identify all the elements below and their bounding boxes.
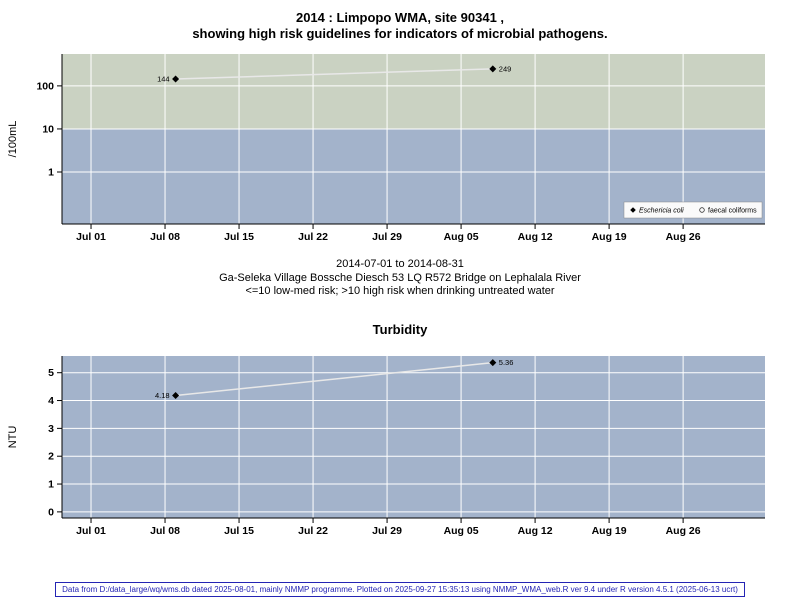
x-tick-label: Aug 05 — [444, 231, 479, 243]
chart-caption: 2014-07-01 to 2014-08-31 Ga-Seleka Villa… — [0, 258, 800, 299]
x-tick-label: Aug 12 — [518, 231, 553, 243]
legend-marker-open-circle — [699, 207, 705, 213]
panel-band — [62, 54, 765, 129]
y-tick-label: 10 — [42, 123, 54, 135]
x-tick-label: Jul 08 — [150, 525, 180, 537]
y-tick-label: 3 — [48, 423, 54, 435]
y-tick-label: 5 — [48, 367, 54, 379]
y-tick-label: 1 — [48, 167, 54, 179]
microbial-pathogens-chart: Jul 01 Jul 08 Jul 15 Jul 22 Jul 29 Aug 05 Aug … — [7, 54, 765, 243]
y-tick-label: 0 — [48, 506, 54, 518]
turbidity-chart: Jul 01 Jul 08 Jul 15 Jul 22 Jul 29 Aug 05 Aug … — [7, 356, 765, 537]
caption-date-range: 2014-07-01 to 2014-08-31 — [336, 258, 464, 270]
y-axis-title: /100mL — [7, 121, 19, 158]
x-tick-label: Aug 19 — [592, 525, 627, 537]
legend-item-label: Eschericia coli — [639, 208, 684, 215]
y-tick-label: 100 — [36, 80, 54, 92]
data-point-marker — [489, 359, 497, 367]
x-tick-label: Jul 08 — [150, 231, 180, 243]
turbidity-title: Turbidity — [372, 322, 428, 337]
caption-site-description: Ga-Seleka Village Bossche Diesch 53 LQ R… — [219, 271, 581, 284]
data-point-marker — [172, 75, 180, 83]
chart-title-line2: showing high risk guidelines for indicat… — [192, 26, 608, 41]
data-point-label: 144 — [157, 75, 170, 84]
x-tick-label: Aug 05 — [444, 525, 479, 537]
y-tick-label: 2 — [48, 451, 54, 463]
x-tick-label: Aug 26 — [666, 525, 701, 537]
data-point-marker — [489, 65, 497, 73]
trend-line — [175, 68, 493, 80]
x-tick-label: Aug 26 — [666, 231, 701, 243]
x-tick-label: Aug 12 — [518, 525, 553, 537]
y-tick-label: 1 — [48, 479, 54, 491]
y-tick-label: 4 — [48, 395, 54, 407]
data-point-label: 4.18 — [155, 391, 170, 400]
y-axis-title: NTU — [7, 426, 19, 449]
data-point-marker — [172, 392, 180, 400]
chart-title-line1: 2014 : Limpopo WMA, site 90341 , — [295, 10, 505, 25]
x-tick-label: Jul 01 — [76, 525, 106, 537]
x-tick-label: Jul 22 — [298, 525, 328, 537]
x-tick-label: Jul 29 — [372, 231, 402, 243]
trend-line — [175, 361, 493, 397]
legend-item-label: faecal coliforms — [708, 208, 757, 215]
footer-provenance: Data from D:/data_large/wq/wms.db dated … — [55, 582, 745, 597]
legend-box — [623, 201, 763, 219]
x-tick-label: Jul 15 — [224, 525, 254, 537]
x-tick-label: Jul 01 — [76, 231, 106, 243]
legend-marker-filled-diamond — [630, 207, 636, 213]
x-tick-label: Aug 19 — [592, 231, 627, 243]
panel-band — [62, 356, 765, 518]
footer-row: Data from D:/data_large/wq/wms.db dated … — [0, 579, 800, 597]
data-point-label: 5.36 — [499, 358, 514, 367]
x-tick-label: Jul 22 — [298, 231, 328, 243]
data-point-label: 249 — [499, 64, 512, 73]
x-tick-label: Jul 15 — [224, 231, 254, 243]
caption-risk-note: <=10 low-med risk; >10 high risk when dr… — [245, 285, 555, 297]
x-tick-label: Jul 29 — [372, 525, 402, 537]
